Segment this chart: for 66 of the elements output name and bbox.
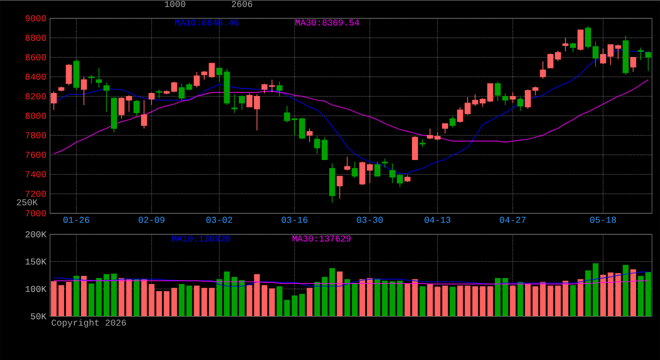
candlestick bbox=[50, 90, 57, 110]
y-tick-label: 8800 bbox=[26, 34, 46, 41]
text: Copyright 2026 bbox=[52, 318, 126, 328]
candlestick bbox=[442, 123, 448, 134]
candlestick bbox=[517, 96, 524, 112]
candlestick bbox=[502, 92, 508, 106]
x-tick-label: 03-30 bbox=[356, 216, 383, 223]
candlestick bbox=[562, 37, 568, 52]
candlestick bbox=[88, 74, 94, 84]
candlestick bbox=[540, 60, 546, 79]
y-tick-label: 7200 bbox=[26, 190, 46, 197]
candlestick bbox=[630, 56, 636, 72]
text: MA30:8369.54 bbox=[296, 19, 360, 26]
candlestick bbox=[156, 88, 162, 98]
text: 1000 bbox=[164, 0, 186, 7]
candlestick bbox=[450, 116, 456, 128]
candlestick bbox=[352, 161, 358, 178]
candlestick bbox=[134, 100, 140, 116]
y-tick-label: 8400 bbox=[26, 74, 46, 80]
candlestick bbox=[419, 138, 426, 148]
x-tick-label: 04-27 bbox=[500, 216, 526, 223]
candlestick bbox=[66, 64, 72, 86]
candlestick bbox=[374, 161, 380, 176]
x-tick-label: 01-26 bbox=[63, 216, 90, 223]
y-tick-label: 7800 bbox=[26, 132, 46, 138]
candlestick bbox=[336, 176, 343, 199]
x-tick-label: 03-16 bbox=[282, 216, 308, 223]
x-tick-label: 05-18 bbox=[590, 216, 616, 223]
candlestick bbox=[148, 92, 155, 106]
candlestick bbox=[238, 94, 245, 110]
y-tick-label: 7600 bbox=[26, 152, 46, 158]
candlestick bbox=[141, 100, 148, 129]
candlestick bbox=[638, 46, 644, 60]
candlestick bbox=[80, 76, 87, 106]
candlestick bbox=[96, 67, 102, 88]
y-tick-label: 50K bbox=[30, 313, 46, 320]
candlestick bbox=[570, 42, 576, 53]
y-tick-label: 7400 bbox=[26, 171, 46, 178]
candlestick bbox=[382, 158, 388, 168]
x-tick-label: 04-13 bbox=[424, 216, 450, 223]
candlestick bbox=[344, 156, 350, 171]
candlestick bbox=[412, 136, 418, 160]
text: MA10:8648.46 bbox=[175, 19, 239, 26]
x-tick-label: 02-09 bbox=[138, 216, 164, 223]
y-tick-label: 8200 bbox=[26, 93, 46, 100]
y-tick-label: 8000 bbox=[26, 112, 46, 119]
y-tick-label: 7000 bbox=[26, 210, 46, 216]
candlestick bbox=[194, 71, 200, 88]
text: MA30:137629 bbox=[292, 235, 351, 242]
candlestick bbox=[306, 128, 313, 142]
candlestick bbox=[645, 50, 652, 72]
candlestick bbox=[103, 82, 110, 112]
candlestick bbox=[510, 92, 516, 104]
candlestick bbox=[578, 29, 584, 51]
y-tick-label: 150K bbox=[26, 258, 46, 265]
candlestick bbox=[231, 94, 238, 114]
text: 250K bbox=[16, 199, 38, 206]
candlestick bbox=[494, 81, 501, 102]
candlestick bbox=[276, 81, 283, 97]
y-tick-label: 100K bbox=[26, 286, 46, 292]
y-tick-label: 8600 bbox=[26, 54, 46, 60]
text: 2606 bbox=[232, 0, 252, 7]
x-tick-label: 03-02 bbox=[206, 216, 232, 223]
y-tick-label: 200K bbox=[26, 231, 46, 238]
y-tick-label: 9000 bbox=[26, 15, 46, 22]
text: MA10:130920 bbox=[172, 235, 230, 242]
